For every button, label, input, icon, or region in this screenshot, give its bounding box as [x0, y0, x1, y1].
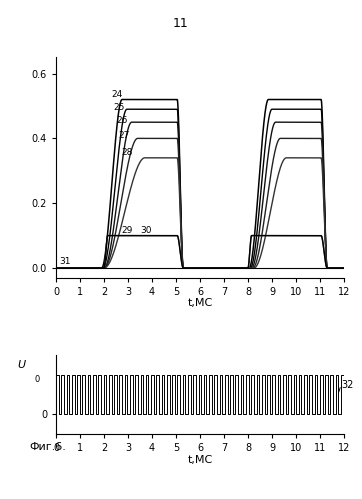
Text: 28: 28: [121, 149, 132, 158]
Text: 30: 30: [140, 226, 152, 235]
Text: 24: 24: [111, 90, 122, 99]
Text: 11: 11: [173, 17, 189, 30]
Text: 32: 32: [341, 380, 354, 390]
X-axis label: t,МС: t,МС: [188, 455, 212, 465]
Text: 29: 29: [121, 226, 132, 235]
Text: 26: 26: [116, 116, 127, 125]
Text: Фиг.6.: Фиг.6.: [29, 442, 66, 452]
Text: 0: 0: [35, 375, 40, 384]
Text: 31: 31: [60, 257, 71, 266]
Text: 27: 27: [118, 131, 130, 140]
X-axis label: t,МС: t,МС: [188, 298, 212, 308]
Text: 25: 25: [114, 103, 125, 112]
Text: U: U: [17, 360, 26, 370]
